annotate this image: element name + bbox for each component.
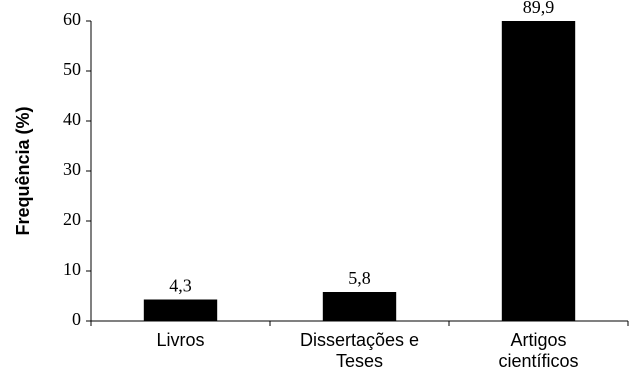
y-tick-label: 20 — [63, 209, 81, 229]
y-tick-label: 0 — [72, 309, 81, 329]
y-tick-label: 60 — [63, 9, 81, 29]
x-tick-label: Artigos científicos — [498, 330, 579, 371]
y-tick-label: 40 — [63, 109, 81, 129]
data-label: 4,3 — [169, 276, 192, 296]
x-tick-label: Livros — [156, 330, 205, 350]
y-tick-label: 10 — [63, 259, 81, 279]
bar — [143, 299, 218, 321]
data-label: 89,9 — [523, 0, 555, 17]
plot-area — [143, 21, 576, 321]
data-label: 5,8 — [348, 268, 371, 288]
bar — [501, 21, 576, 321]
y-axis-label: Frequência (%) — [13, 106, 33, 235]
bar — [322, 292, 397, 321]
y-tick-label: 50 — [63, 59, 81, 79]
y-tick-label: 30 — [63, 159, 81, 179]
x-tick-label: Dissertações e Teses — [299, 330, 420, 371]
